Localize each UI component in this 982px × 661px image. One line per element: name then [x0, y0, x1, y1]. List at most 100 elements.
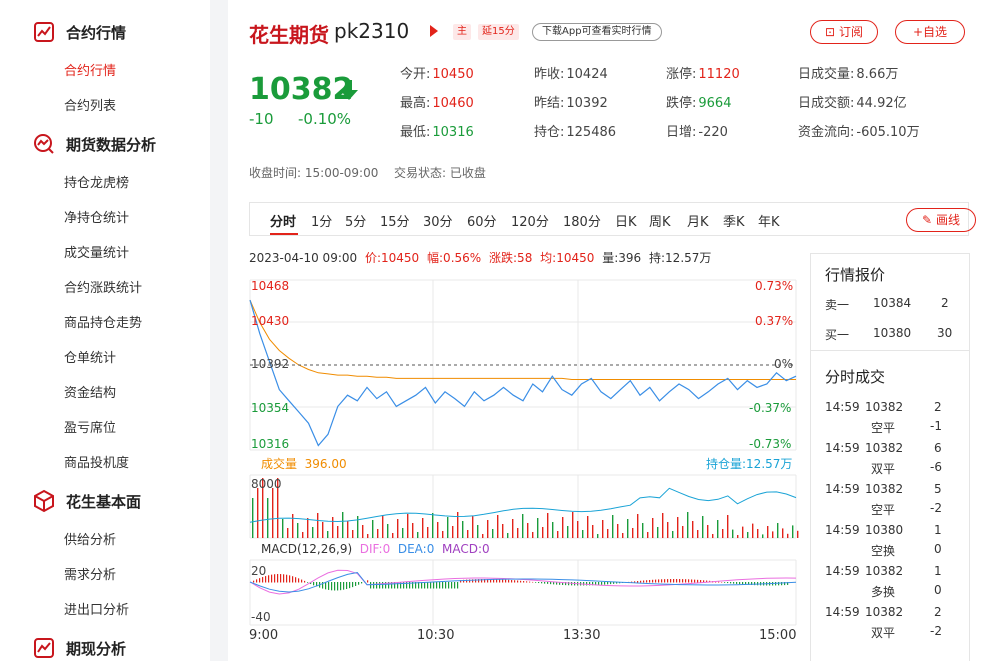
macd-bar: [697, 579, 699, 583]
tab-12[interactable]: 年K: [758, 215, 780, 230]
avg-price-line: [249, 299, 796, 380]
volume-bar: [557, 531, 559, 538]
volume-bar: [432, 513, 434, 538]
draw-line-button[interactable]: ✎ 画线: [906, 208, 976, 232]
sidebar-item-position-rank[interactable]: 持仓龙虎榜: [64, 176, 130, 191]
volume-bar: [652, 518, 654, 538]
sidebar-item-warehouse-receipts[interactable]: 仓单统计: [64, 351, 117, 366]
download-app-pill[interactable]: 下载App可查看实时行情: [532, 23, 662, 41]
tick-oi-change: -6: [930, 460, 942, 474]
volume-bar: [622, 533, 624, 538]
tab-8[interactable]: 日K: [615, 215, 637, 230]
macd-bar: [430, 582, 432, 589]
tab-3[interactable]: 15分: [380, 215, 410, 230]
macd-bar: [637, 581, 639, 583]
macd-bar: [280, 574, 282, 583]
sidebar-item-capital-structure[interactable]: 资金结构: [64, 386, 117, 401]
volume-bar: [332, 517, 334, 538]
subscribe-button[interactable]: ⊡ 订阅: [810, 20, 878, 44]
volume-bar: [462, 521, 464, 538]
macd-bar: [340, 582, 342, 591]
volume-bar: [782, 528, 784, 538]
volume-bar: [522, 514, 524, 538]
volume-bar: [792, 525, 794, 538]
macd-bar: [754, 582, 756, 586]
sidebar-item-net-position[interactable]: 净持仓统计: [64, 211, 130, 226]
volume-bar: [532, 532, 534, 538]
price-tick-2: 10430: [251, 314, 290, 328]
tab-1[interactable]: 1分: [311, 215, 333, 230]
volume-bar: [412, 523, 414, 538]
tab-0[interactable]: 分时: [270, 215, 297, 230]
volume-bar: [772, 531, 774, 538]
sidebar-section-contract[interactable]: 合约行情: [32, 20, 126, 44]
macd-bar: [337, 582, 339, 591]
main-panel: 花生期货 pk2310 主 延15分 下载App可查看实时行情 ⊡ 订阅 +自选…: [228, 0, 982, 661]
tab-7[interactable]: 180分: [563, 215, 601, 230]
sidebar-section-spot[interactable]: 期现分析: [32, 636, 126, 660]
macd-bar: [631, 581, 633, 583]
sidebar-item-contract-list[interactable]: 合约列表: [64, 99, 117, 114]
add-watchlist-button[interactable]: +自选: [895, 20, 965, 44]
macd-bar: [748, 582, 750, 585]
macd-bar: [727, 582, 729, 584]
tick-price: 10382: [865, 564, 904, 578]
dea-line: [249, 571, 797, 593]
macd-bar: [520, 580, 522, 583]
macd-bar: [478, 579, 480, 583]
macd-bar: [439, 582, 441, 589]
sidebar-item-contract-quote[interactable]: 合约行情: [64, 64, 117, 79]
macd-bar: [505, 579, 507, 583]
play-icon[interactable]: [430, 25, 438, 37]
macd-bar: [370, 582, 372, 589]
macd-bar: [253, 580, 255, 583]
tab-2[interactable]: 5分: [345, 215, 367, 230]
macd-bar: [559, 582, 561, 585]
sidebar-section-fundamentals[interactable]: 花生基本面: [32, 489, 141, 513]
analysis-icon: [34, 134, 54, 154]
sidebar-section-futures-analysis[interactable]: 期货数据分析: [32, 132, 156, 156]
sidebar-item-volume-stats[interactable]: 成交量统计: [64, 246, 130, 261]
sidebar-item-change-stats[interactable]: 合约涨跌统计: [64, 281, 143, 296]
macd-bar: [328, 582, 330, 590]
sidebar-item-import-export[interactable]: 进出口分析: [64, 603, 130, 618]
tab-10[interactable]: 月K: [687, 215, 709, 230]
macd-bar: [529, 581, 531, 583]
volume-bar: [257, 488, 259, 538]
volume-bar: [387, 524, 389, 538]
tick-price: 10380: [865, 523, 904, 537]
volume-bar: [657, 527, 659, 538]
macd-bar: [601, 582, 603, 585]
tab-9[interactable]: 周K: [649, 215, 671, 230]
volume-bar: [367, 534, 369, 538]
macd-bar: [736, 582, 738, 584]
macd-bar: [688, 579, 690, 583]
tab-11[interactable]: 季K: [723, 215, 745, 230]
macd-bar: [367, 580, 369, 583]
volume-bar: [632, 528, 634, 538]
volume-bar: [322, 522, 324, 538]
tick-type: 空平: [871, 421, 896, 435]
price-change-pct: -0.10%: [298, 110, 352, 128]
volume-bar: [527, 523, 529, 538]
tab-4[interactable]: 30分: [423, 215, 453, 230]
tick-oi-change: -1: [930, 419, 942, 433]
intraday-chart[interactable]: [228, 270, 808, 661]
macd-bar: [685, 579, 687, 583]
sidebar-item-demand[interactable]: 需求分析: [64, 568, 117, 583]
volume-bar: [662, 513, 664, 538]
macd-label: MACD(12,26,9) DIF:0 DEA:0 MACD:0: [261, 542, 490, 556]
sidebar-item-pnl-seats[interactable]: 盈亏席位: [64, 421, 117, 436]
volume-bar: [442, 531, 444, 538]
pct-tick-5: -0.73%: [749, 437, 792, 451]
sidebar-item-position-trend[interactable]: 商品持仓走势: [64, 316, 143, 331]
macd-bar: [385, 582, 387, 589]
tab-6[interactable]: 120分: [511, 215, 549, 230]
macd-bar: [343, 582, 345, 590]
tab-5[interactable]: 60分: [467, 215, 497, 230]
macd-bar: [415, 582, 417, 589]
line-chart-icon: [34, 22, 54, 42]
quote-field-8: 最低: 10316: [400, 125, 474, 140]
sidebar-item-speculation[interactable]: 商品投机度: [64, 456, 130, 471]
sidebar-item-supply[interactable]: 供给分析: [64, 533, 117, 548]
